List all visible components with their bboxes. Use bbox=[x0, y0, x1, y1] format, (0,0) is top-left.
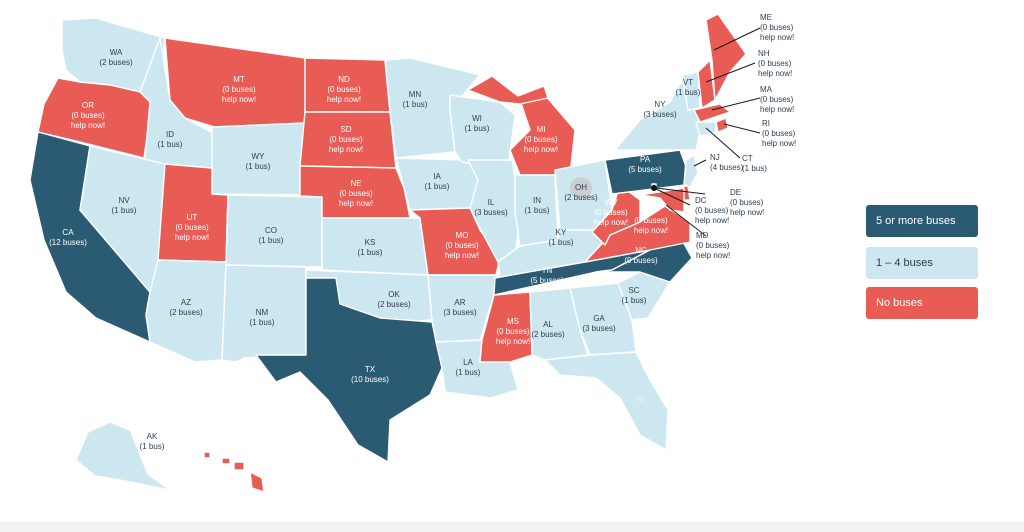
state-RI[interactable] bbox=[715, 117, 729, 133]
state-FL[interactable] bbox=[544, 351, 669, 451]
state-HI[interactable] bbox=[249, 471, 265, 493]
state-KS[interactable] bbox=[321, 217, 429, 276]
state-PA[interactable] bbox=[604, 149, 689, 195]
legend-label: No buses bbox=[876, 297, 923, 309]
state-CO[interactable] bbox=[225, 194, 323, 268]
state-IA[interactable] bbox=[395, 157, 479, 211]
state-WV[interactable] bbox=[591, 184, 641, 246]
legend-label: 5 or more buses bbox=[876, 215, 956, 227]
legend-label: 1 – 4 buses bbox=[876, 257, 933, 269]
state-HI-islands bbox=[203, 451, 265, 493]
state-WY[interactable] bbox=[211, 122, 306, 196]
leader-lines bbox=[653, 27, 761, 237]
page-footer-strip bbox=[0, 522, 1024, 532]
legend-five-or-more: 5 or more buses bbox=[866, 205, 978, 237]
state-HI[interactable] bbox=[203, 451, 211, 459]
state-HI[interactable] bbox=[233, 461, 245, 471]
state-MT[interactable] bbox=[164, 37, 306, 128]
state-MA[interactable] bbox=[693, 103, 731, 123]
state-AZ[interactable] bbox=[145, 259, 227, 363]
state-HI[interactable] bbox=[221, 457, 231, 465]
state-SC[interactable] bbox=[617, 271, 671, 321]
legend-no-buses: No buses bbox=[866, 287, 978, 319]
state-IN[interactable] bbox=[514, 174, 559, 247]
state-NC[interactable] bbox=[595, 239, 693, 283]
state-SD[interactable] bbox=[299, 111, 397, 169]
state-MD[interactable] bbox=[639, 187, 685, 213]
state-AK[interactable] bbox=[75, 421, 171, 491]
dc-marker-dot bbox=[651, 185, 657, 191]
state-TX[interactable] bbox=[255, 277, 443, 463]
state-ND[interactable] bbox=[304, 57, 391, 113]
state-NJ[interactable] bbox=[683, 154, 699, 189]
state-MI[interactable] bbox=[509, 94, 576, 176]
legend-one-to-four: 1 – 4 buses bbox=[866, 247, 978, 279]
state-WI[interactable] bbox=[449, 94, 516, 169]
state-NM[interactable] bbox=[221, 264, 307, 363]
ohio-highlight-marker bbox=[570, 177, 592, 199]
state-MI-upper[interactable] bbox=[467, 75, 549, 105]
